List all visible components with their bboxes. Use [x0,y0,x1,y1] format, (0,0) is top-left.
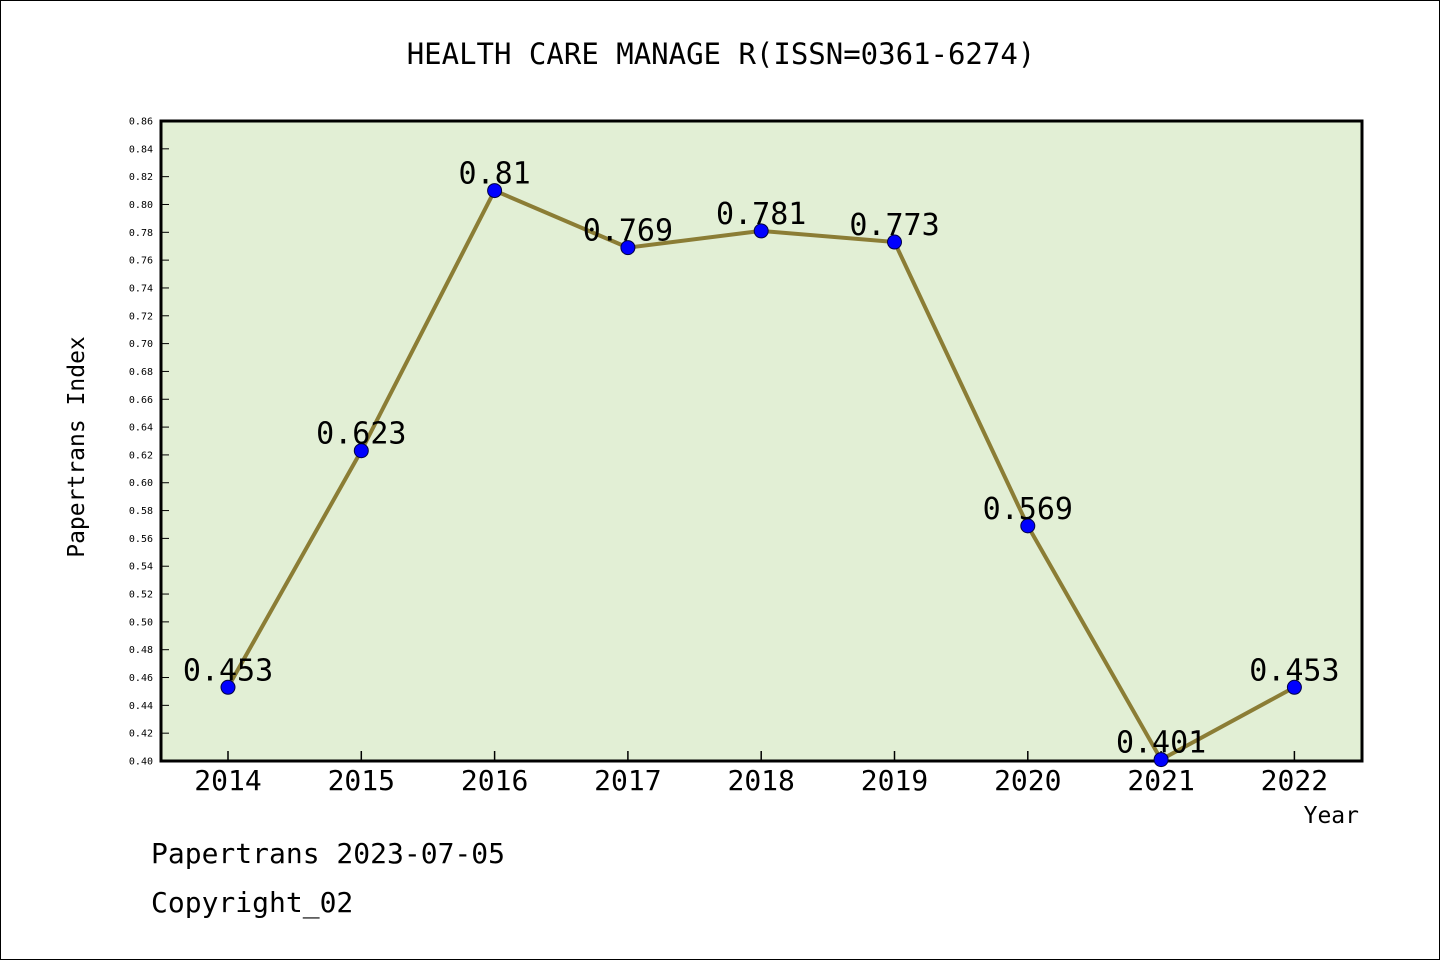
y-tick-label: 0.68 [129,367,153,378]
y-tick-label: 0.70 [129,339,153,350]
data-point [1153,752,1169,768]
y-tick-label: 0.82 [129,172,153,183]
y-tick-label: 0.46 [129,673,153,684]
y-tick-label: 0.40 [129,757,153,768]
y-tick-label: 0.60 [129,478,153,489]
data-point [753,223,769,239]
y-tick-label: 0.56 [129,534,153,545]
x-tick-label: 2018 [727,764,794,797]
data-label: 0.569 [983,492,1073,527]
y-tick-label: 0.74 [129,283,153,294]
x-tick-label: 2014 [194,764,261,797]
y-tick-label: 0.72 [129,311,153,322]
footer-date: Papertrans 2023-07-05 [151,837,506,870]
x-axis-label: Year [1303,803,1359,829]
data-label: 0.781 [716,197,806,232]
data-point [1286,679,1302,695]
data-label: 0.623 [316,417,406,452]
footer-copyright: Copyright_02 [151,886,354,919]
y-tick-label: 0.48 [129,645,153,656]
data-point [887,234,902,250]
data-label: 0.453 [183,653,273,688]
data-point [1020,518,1036,534]
y-tick-label: 0.80 [129,200,153,211]
data-label: 0.81 [458,157,530,192]
y-tick-label: 0.52 [129,590,153,601]
y-tick-label: 0.54 [129,562,153,573]
x-tick-label: 2019 [861,764,928,797]
y-tick-label: 0.50 [129,617,153,628]
x-tick-label: 2017 [594,764,661,797]
x-tick-label: 2020 [994,764,1061,797]
x-tick-label: 2022 [1261,764,1328,797]
y-tick-label: 0.76 [129,256,153,267]
y-tick-label: 0.58 [129,506,153,517]
y-tick-label: 0.86 [129,117,153,128]
x-tick-label: 2016 [461,764,528,797]
chart-title: HEALTH CARE MANAGE R(ISSN=0361-6274) [406,37,1036,71]
y-tick-label: 0.44 [129,701,153,712]
data-label: 0.769 [583,214,673,249]
y-tick-label: 0.64 [129,423,153,434]
data-point [220,679,236,695]
data-point [620,240,636,256]
data-label: 0.773 [849,208,939,243]
y-tick-label: 0.84 [129,144,153,155]
data-point [487,183,503,199]
data-label: 0.453 [1249,653,1339,688]
plot-frame [159,119,1364,763]
y-tick-label: 0.42 [129,729,153,740]
y-tick-label: 0.78 [129,228,153,239]
y-tick-label: 0.62 [129,450,153,461]
x-tick-label: 2015 [328,764,395,797]
y-tick-label: 0.66 [129,395,153,406]
x-tick-label: 2021 [1127,764,1194,797]
data-label: 0.401 [1116,726,1206,761]
data-point [353,443,369,459]
